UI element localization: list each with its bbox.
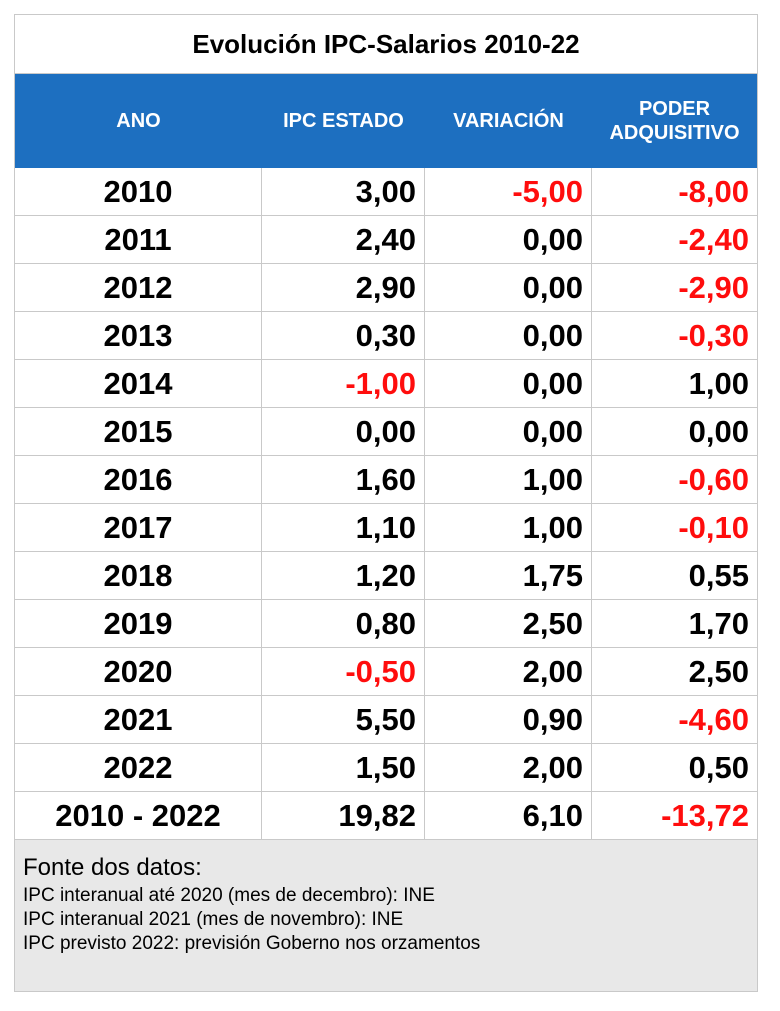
cell-purchasing-power: -0,60 <box>678 462 749 497</box>
source-line: IPC previsto 2022: previsión Goberno nos… <box>23 933 481 954</box>
cell-variation: -5,00 <box>425 168 592 215</box>
cell-variation: 0,00 <box>425 216 592 263</box>
column-header-purchasing-power: PODER ADQUISITIVO <box>609 98 740 144</box>
column-header-year: ANO <box>116 110 161 132</box>
cell-purchasing-power: -2,40 <box>678 222 749 257</box>
table-row: 2021 5,50 0,90 -4,60 <box>15 696 757 744</box>
cell-ipc: 1,60 <box>262 456 425 503</box>
cell-ipc: 0,00 <box>262 408 425 455</box>
cell-purchasing-power: -0,10 <box>678 510 749 545</box>
cell-year: 2022 <box>15 744 262 791</box>
cell-variation: 0,00 <box>425 312 592 359</box>
table-row: 2020 -0,50 2,00 2,50 <box>15 648 757 696</box>
cell-purchasing-power: -0,30 <box>678 318 749 353</box>
column-header-ipc: IPC ESTADO <box>283 110 404 132</box>
cell-variation: 0,90 <box>425 696 592 743</box>
table-row: 2012 2,90 0,00 -2,90 <box>15 264 757 312</box>
table-row: 2011 2,40 0,00 -2,40 <box>15 216 757 264</box>
cell-year: 2018 <box>15 552 262 599</box>
cell-ipc: 2,40 <box>262 216 425 263</box>
source-line: IPC interanual 2021 (mes de novembro): I… <box>23 909 404 930</box>
cell-variation: 2,00 <box>425 648 592 695</box>
cell-ipc: -0,50 <box>262 648 425 695</box>
cell-year: 2017 <box>15 504 262 551</box>
cell-variation: 2,00 <box>425 744 592 791</box>
cell-ipc: 5,50 <box>262 696 425 743</box>
cell-ipc: 3,00 <box>262 168 425 215</box>
cell-variation: 6,10 <box>425 792 592 839</box>
table-row: 2016 1,60 1,00 -0,60 <box>15 456 757 504</box>
cell-year: 2010 <box>15 168 262 215</box>
cell-purchasing-power: -2,90 <box>678 270 749 305</box>
cell-purchasing-power: -4,60 <box>678 702 749 737</box>
cell-year: 2016 <box>15 456 262 503</box>
cell-variation: 0,00 <box>425 360 592 407</box>
source-line: IPC interanual até 2020 (mes de decembro… <box>23 885 435 906</box>
cell-year: 2012 <box>15 264 262 311</box>
table-row: 2017 1,10 1,00 -0,10 <box>15 504 757 552</box>
table-row-total: 2010 - 2022 19,82 6,10 -13,72 <box>15 792 757 840</box>
cell-purchasing-power: 0,55 <box>688 558 749 593</box>
table-row: 2010 3,00 -5,00 -8,00 <box>15 168 757 216</box>
cell-variation: 1,00 <box>425 504 592 551</box>
table-row: 2015 0,00 0,00 0,00 <box>15 408 757 456</box>
table-row: 2013 0,30 0,00 -0,30 <box>15 312 757 360</box>
cell-variation: 0,00 <box>425 408 592 455</box>
cell-ipc: 0,30 <box>262 312 425 359</box>
cell-year: 2014 <box>15 360 262 407</box>
table-row: 2014 -1,00 0,00 1,00 <box>15 360 757 408</box>
source-heading: Fonte dos datos: <box>23 854 202 881</box>
cell-purchasing-power: 0,50 <box>688 750 749 785</box>
source-note: Fonte dos datos: IPC interanual até 2020… <box>15 840 757 991</box>
cell-ipc: 1,10 <box>262 504 425 551</box>
column-header-variation: VARIACIÓN <box>453 110 564 132</box>
table-header: ANO IPC ESTADO VARIACIÓN PODER ADQUISITI… <box>15 74 757 168</box>
cell-year: 2010 - 2022 <box>15 792 262 839</box>
cell-purchasing-power: 1,70 <box>688 606 749 641</box>
cell-purchasing-power: 2,50 <box>688 654 749 689</box>
table-row: 2022 1,50 2,00 0,50 <box>15 744 757 792</box>
table-row: 2018 1,20 1,75 0,55 <box>15 552 757 600</box>
ipc-salary-table: Evolución IPC-Salarios 2010-22 ANO IPC E… <box>14 14 758 992</box>
table-body: 2010 3,00 -5,00 -8,00 2011 2,40 0,00 -2,40 2012 2… <box>15 168 757 840</box>
cell-year: 2011 <box>15 216 262 263</box>
table-title: Evolución IPC-Salarios 2010-22 <box>15 15 757 74</box>
cell-purchasing-power: -8,00 <box>678 174 749 209</box>
cell-ipc: 1,50 <box>262 744 425 791</box>
cell-variation: 2,50 <box>425 600 592 647</box>
cell-year: 2021 <box>15 696 262 743</box>
cell-ipc: 19,82 <box>262 792 425 839</box>
cell-year: 2013 <box>15 312 262 359</box>
cell-year: 2020 <box>15 648 262 695</box>
cell-ipc: -1,00 <box>262 360 425 407</box>
cell-variation: 1,75 <box>425 552 592 599</box>
cell-variation: 0,00 <box>425 264 592 311</box>
cell-ipc: 0,80 <box>262 600 425 647</box>
cell-variation: 1,00 <box>425 456 592 503</box>
cell-ipc: 2,90 <box>262 264 425 311</box>
cell-purchasing-power: 1,00 <box>688 366 749 401</box>
cell-ipc: 1,20 <box>262 552 425 599</box>
cell-purchasing-power: -13,72 <box>661 798 749 833</box>
cell-year: 2015 <box>15 408 262 455</box>
cell-year: 2019 <box>15 600 262 647</box>
table-row: 2019 0,80 2,50 1,70 <box>15 600 757 648</box>
cell-purchasing-power: 0,00 <box>688 414 749 449</box>
